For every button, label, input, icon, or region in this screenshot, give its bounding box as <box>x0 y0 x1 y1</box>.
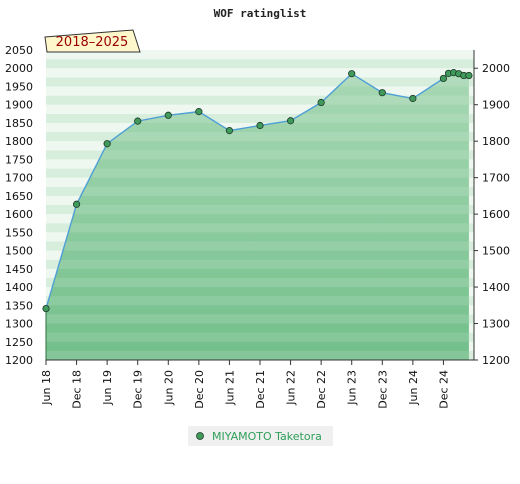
x-tick-label: Jun 23 <box>346 370 359 406</box>
x-tick-label: Dec 23 <box>376 370 389 409</box>
data-point <box>72 200 81 208</box>
x-tick-label: Jun 18 <box>40 370 53 406</box>
chart-title: WOF ratinglist <box>214 7 307 20</box>
grid-band <box>46 104 474 114</box>
area-stripe <box>46 332 469 342</box>
area-stripe <box>46 296 469 306</box>
right-y-tick-label: 1300 <box>482 318 510 331</box>
data-point <box>465 71 473 80</box>
right-y-tick-label: 1600 <box>482 208 510 221</box>
area-stripe <box>46 314 469 324</box>
area-stripe <box>46 241 469 251</box>
grid-band <box>46 86 474 96</box>
right-y-tick-label: 1400 <box>482 281 510 294</box>
left-y-tick-label: 1850 <box>5 117 33 130</box>
right-y-tick-label: 1500 <box>482 245 510 258</box>
area-stripe <box>46 350 469 360</box>
right-y-tick-label: 1800 <box>482 135 510 148</box>
area-stripe <box>46 259 469 269</box>
left-y-tick-label: 1900 <box>5 99 33 112</box>
left-y-tick-label: 1800 <box>5 135 33 148</box>
left-y-axis: 1200 1250 1300 1350 1400 1450 1500 1550 1600 1650… <box>5 44 33 367</box>
data-point <box>409 94 417 103</box>
right-y-tick-label: 1900 <box>482 99 510 112</box>
legend-marker <box>196 432 204 440</box>
x-tick-label: Jun 24 <box>407 370 420 406</box>
left-y-tick-label: 1250 <box>5 336 33 349</box>
data-point <box>103 140 111 148</box>
x-tick-label: Dec 24 <box>437 370 450 409</box>
series-markers <box>42 69 473 313</box>
right-y-tick-label: 1700 <box>482 172 510 185</box>
area-stripe <box>46 150 469 160</box>
data-point <box>348 70 356 78</box>
x-tick-label: Dec 21 <box>254 370 267 409</box>
area-stripe <box>46 205 469 215</box>
left-y-tick-label: 1300 <box>5 318 33 331</box>
left-y-tick-label: 1450 <box>5 263 33 276</box>
plot-area <box>45 71 469 361</box>
data-point <box>439 74 448 83</box>
left-y-tick-label: 1600 <box>5 208 33 221</box>
area-stripe <box>46 186 469 196</box>
x-tick-label: Jun 20 <box>162 370 175 406</box>
x-tick-label: Dec 19 <box>132 370 145 409</box>
left-y-tick-label: 1650 <box>5 190 33 203</box>
grid-band <box>46 95 474 105</box>
right-y-axis: 1200 1300 1400 1500 1600 1700 1800 1900 2000 <box>473 50 510 367</box>
legend[interactable]: MIYAMOTO Taketora <box>188 426 333 446</box>
data-point <box>134 117 142 125</box>
x-axis: Jun 18 Dec 18 Jun 19 Dec 19 Jun 20 Dec 20 Jun … <box>40 359 474 409</box>
left-y-tick-label: 1700 <box>5 172 33 185</box>
left-y-tick-label: 1200 <box>5 354 33 367</box>
x-tick-label: Jun 21 <box>223 370 236 406</box>
data-point <box>225 127 234 135</box>
series-area <box>46 72 469 361</box>
area-stripe <box>46 223 469 233</box>
left-y-tick-label: 1950 <box>5 80 33 93</box>
left-y-tick-label: 2050 <box>5 44 33 57</box>
grid-band <box>46 50 474 60</box>
grid-band <box>46 68 474 78</box>
left-y-tick-label: 1400 <box>5 281 33 294</box>
data-point <box>286 117 295 125</box>
legend-box <box>188 426 333 446</box>
data-point <box>195 108 203 116</box>
grid-band <box>46 59 474 69</box>
left-y-tick-label: 1500 <box>5 245 33 258</box>
period-badge: 2018–2025 <box>44 29 141 53</box>
left-y-tick-label: 2000 <box>5 62 33 75</box>
legend-series-label: MIYAMOTO Taketora <box>212 430 322 443</box>
x-tick-label: Dec 18 <box>71 370 84 409</box>
left-y-tick-label: 1750 <box>5 153 33 166</box>
data-point <box>164 111 172 119</box>
area-stripe <box>46 168 469 178</box>
data-point <box>378 89 386 97</box>
x-tick-label: Jun 19 <box>101 370 114 406</box>
data-point <box>42 304 50 313</box>
data-point <box>317 98 325 107</box>
grid-band <box>46 77 474 87</box>
x-tick-label: Dec 22 <box>315 370 328 409</box>
area-stripe <box>46 277 469 288</box>
x-tick-label: Jun 22 <box>285 370 298 406</box>
right-y-tick-label: 1200 <box>482 354 510 367</box>
grid-band <box>46 113 474 123</box>
period-label: 2018–2025 <box>56 35 129 50</box>
right-y-tick-label: 2000 <box>482 62 510 75</box>
left-y-tick-label: 1350 <box>5 299 33 312</box>
area-stripe <box>46 132 469 142</box>
data-point <box>256 121 264 130</box>
period-badge-shape <box>44 29 141 53</box>
x-tick-label: Dec 20 <box>193 370 206 409</box>
left-y-tick-label: 1550 <box>5 226 33 239</box>
